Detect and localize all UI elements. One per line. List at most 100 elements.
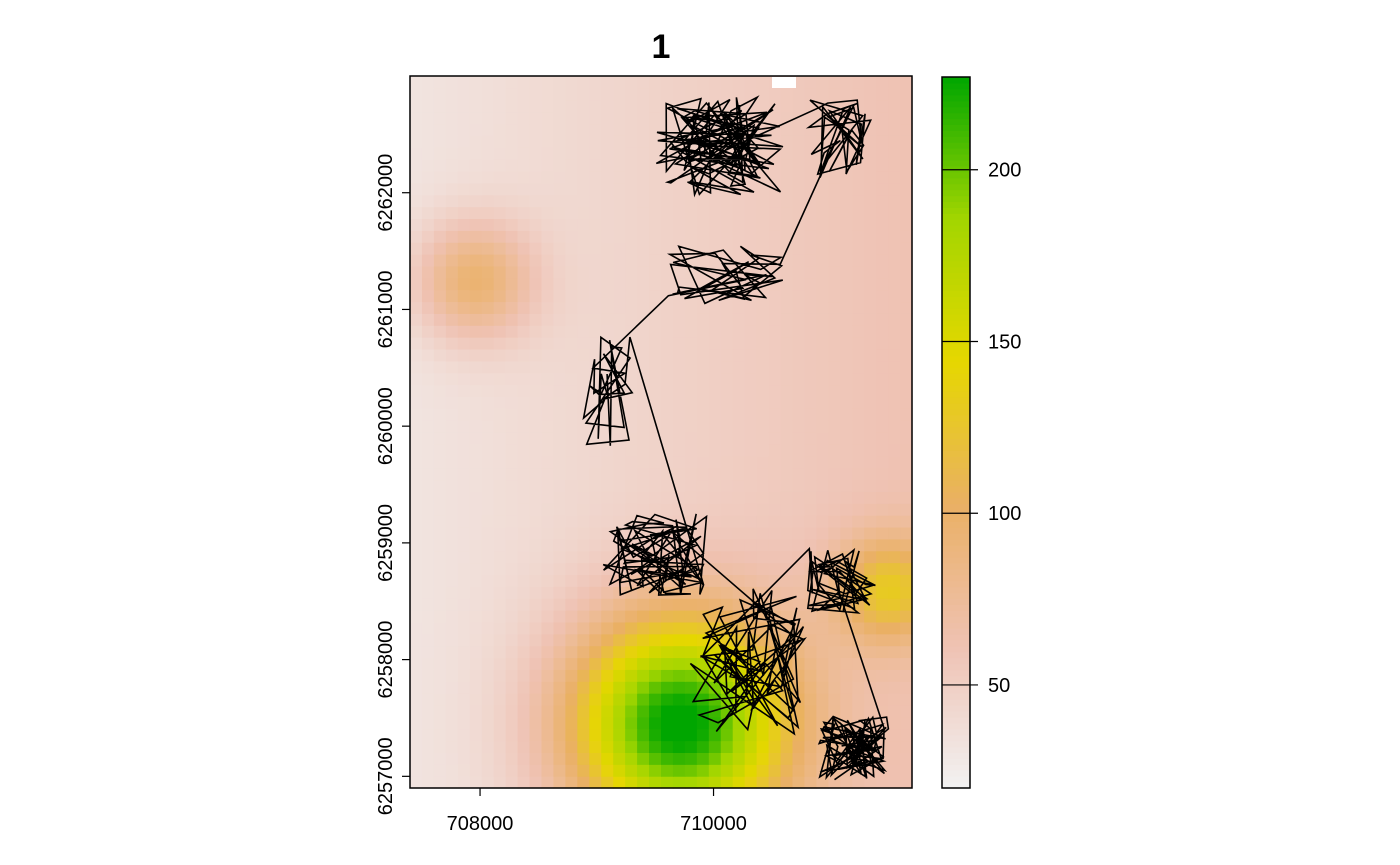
raster-cell: [888, 420, 901, 433]
raster-cell: [625, 301, 638, 314]
raster-cell: [792, 337, 806, 350]
raster-cell: [493, 159, 507, 172]
raster-cell: [493, 218, 507, 231]
raster-cell: [421, 479, 435, 492]
raster-cell: [637, 111, 650, 125]
raster-cell: [445, 384, 459, 397]
raster-cell: [637, 455, 650, 469]
raster-cell: [792, 740, 806, 753]
raster-cell: [888, 242, 901, 255]
raster-cell: [541, 515, 555, 528]
raster-cell: [613, 728, 626, 742]
raster-cell: [672, 337, 686, 350]
legend-swatch: [942, 124, 970, 131]
raster-cell: [708, 764, 722, 777]
raster-cell: [768, 764, 782, 777]
raster-cell: [613, 87, 626, 101]
raster-cell: [433, 526, 447, 540]
raster-cell: [589, 337, 602, 350]
raster-cell: [601, 206, 614, 219]
raster-cell: [900, 515, 913, 528]
raster-cell: [696, 740, 710, 753]
raster-cell: [696, 254, 710, 267]
legend-swatch: [942, 284, 970, 291]
raster-cell: [541, 704, 555, 718]
legend-tick-label: 200: [988, 160, 1021, 182]
raster-cell: [565, 301, 578, 314]
raster-cell: [720, 313, 734, 326]
raster-cell: [457, 586, 471, 599]
raster-cell: [780, 194, 794, 208]
raster-cell: [637, 728, 650, 742]
raster-cell: [840, 301, 853, 314]
raster-cell: [410, 669, 423, 682]
raster-cell: [601, 87, 614, 101]
raster-cell: [649, 147, 662, 160]
raster-cell: [505, 728, 519, 742]
raster-cell: [541, 372, 555, 386]
raster-cell: [505, 515, 519, 528]
raster-cell: [888, 348, 901, 362]
raster-cell: [469, 740, 483, 753]
raster-cell: [780, 99, 794, 113]
legend-swatch: [942, 432, 970, 440]
raster-cell: [900, 538, 913, 552]
raster-cell: [661, 360, 674, 374]
raster-cell: [493, 728, 507, 742]
raster-cell: [637, 396, 650, 409]
raster-cell: [876, 586, 889, 599]
raster-cell: [481, 610, 495, 623]
raster-cell: [720, 740, 734, 753]
raster-cell: [541, 503, 555, 516]
raster-cell: [517, 277, 531, 291]
raster-cell: [433, 372, 447, 386]
raster-cell: [637, 610, 650, 623]
raster-cell: [577, 467, 590, 481]
legend-swatch: [942, 308, 970, 315]
raster-cell: [445, 526, 459, 540]
raster-cell: [840, 408, 853, 421]
raster-cell: [433, 123, 447, 136]
raster-cell: [732, 432, 746, 445]
raster-cell: [517, 348, 531, 362]
raster-cell: [708, 360, 722, 374]
raster-cell: [433, 301, 447, 314]
raster-cell: [900, 265, 913, 279]
raster-cell: [768, 170, 782, 184]
raster-cell: [433, 337, 447, 350]
raster-cell: [637, 716, 650, 730]
raster-cell: [768, 301, 782, 314]
raster-cell: [517, 586, 531, 599]
raster-cell: [601, 515, 614, 528]
raster-cell: [672, 76, 686, 89]
raster-cell: [852, 182, 865, 196]
raster-cell: [481, 550, 495, 564]
raster-cell: [541, 147, 555, 160]
raster-cell: [529, 135, 543, 148]
raster-cell: [792, 135, 806, 148]
raster-cell: [517, 776, 531, 789]
raster-cell: [792, 479, 806, 492]
raster-cell: [649, 420, 662, 433]
raster-cell: [732, 503, 746, 516]
raster-cell: [577, 598, 590, 611]
raster-cell: [469, 657, 483, 670]
raster-cell: [625, 159, 638, 172]
raster-cell: [900, 277, 913, 291]
raster-cell: [637, 99, 650, 113]
raster-cell: [481, 728, 495, 742]
raster-cell: [900, 681, 913, 694]
raster-cell: [481, 111, 495, 125]
raster-cell: [529, 372, 543, 386]
raster-cell: [517, 657, 531, 670]
raster-cell: [804, 254, 817, 267]
raster-cell: [828, 396, 841, 409]
raster-cell: [613, 681, 626, 694]
raster-cell: [421, 230, 435, 243]
raster-cell: [481, 87, 495, 101]
raster-cell: [637, 776, 650, 789]
raster-cell: [493, 704, 507, 718]
raster-cell: [457, 301, 471, 314]
raster-cell: [672, 182, 686, 196]
raster-cell: [469, 182, 483, 196]
